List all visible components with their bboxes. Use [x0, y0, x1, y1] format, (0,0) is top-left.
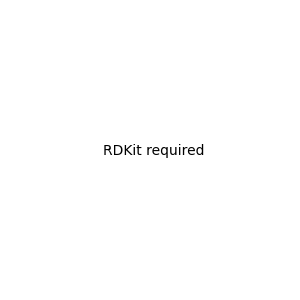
Text: RDKit required: RDKit required	[103, 145, 205, 158]
